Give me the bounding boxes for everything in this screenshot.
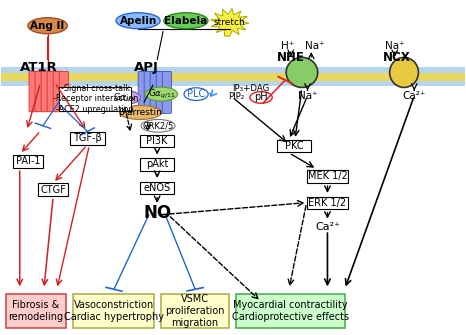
Ellipse shape <box>145 87 178 101</box>
Text: Fibrosis &
remodeling: Fibrosis & remodeling <box>8 300 63 322</box>
Text: CTGF: CTGF <box>41 185 66 195</box>
Text: APJ: APJ <box>133 61 158 74</box>
Text: VSMC
proliferation
migration: VSMC proliferation migration <box>165 294 225 328</box>
Text: H⁺: H⁺ <box>281 41 295 51</box>
FancyBboxPatch shape <box>47 71 56 112</box>
FancyBboxPatch shape <box>70 132 105 145</box>
Text: NCX: NCX <box>383 51 411 64</box>
Ellipse shape <box>28 18 67 34</box>
Text: Na⁺: Na⁺ <box>298 91 317 101</box>
FancyBboxPatch shape <box>1 67 466 73</box>
Text: eNOS: eNOS <box>144 183 171 193</box>
Text: PIP₂: PIP₂ <box>229 92 245 101</box>
FancyBboxPatch shape <box>53 71 62 112</box>
Ellipse shape <box>250 91 272 103</box>
Text: AT1R: AT1R <box>20 61 57 74</box>
FancyBboxPatch shape <box>1 73 466 81</box>
FancyBboxPatch shape <box>150 71 159 114</box>
Text: IP₃+DAG: IP₃+DAG <box>232 84 269 93</box>
FancyBboxPatch shape <box>35 71 44 112</box>
Text: G$\alpha_{i/9}$: G$\alpha_{i/9}$ <box>113 91 135 104</box>
FancyBboxPatch shape <box>156 71 165 114</box>
Text: Apelin: Apelin <box>119 16 157 26</box>
FancyBboxPatch shape <box>277 140 311 152</box>
Text: Elabela: Elabela <box>164 16 207 26</box>
Text: NO: NO <box>143 204 171 221</box>
FancyBboxPatch shape <box>1 81 466 86</box>
Text: -Signal cross-talk
-Receptor interaction
-ACE2 upregulation: -Signal cross-talk -Receptor interaction… <box>53 84 138 114</box>
Text: Ca²⁺: Ca²⁺ <box>315 222 340 232</box>
Ellipse shape <box>164 13 208 29</box>
Text: Myocardial contractility
Cardioprotective effects: Myocardial contractility Cardioprotectiv… <box>232 300 349 322</box>
Text: stretch: stretch <box>213 18 246 27</box>
Ellipse shape <box>184 88 208 100</box>
FancyBboxPatch shape <box>140 135 174 147</box>
FancyBboxPatch shape <box>6 294 66 328</box>
FancyBboxPatch shape <box>307 197 349 209</box>
FancyBboxPatch shape <box>73 294 154 328</box>
Polygon shape <box>210 8 249 37</box>
Ellipse shape <box>119 106 161 120</box>
Text: NHE: NHE <box>277 51 305 64</box>
FancyBboxPatch shape <box>13 155 43 168</box>
Text: Vasoconstriction
Cardiac hypertrophy: Vasoconstriction Cardiac hypertrophy <box>64 300 164 322</box>
Text: G$\alpha_{q/11}$: G$\alpha_{q/11}$ <box>148 87 175 100</box>
FancyBboxPatch shape <box>140 182 174 194</box>
Text: PI3K: PI3K <box>146 136 168 146</box>
Text: PKC: PKC <box>285 141 303 151</box>
FancyBboxPatch shape <box>38 183 69 196</box>
FancyBboxPatch shape <box>59 71 69 112</box>
Text: MEK 1/2: MEK 1/2 <box>308 171 347 181</box>
Text: ERK 1/2: ERK 1/2 <box>308 198 347 208</box>
Text: Na⁺: Na⁺ <box>305 41 324 51</box>
FancyBboxPatch shape <box>162 71 171 114</box>
Text: Ang II: Ang II <box>30 21 65 31</box>
Ellipse shape <box>108 90 140 105</box>
Text: Na⁺: Na⁺ <box>385 41 404 51</box>
Text: PLC: PLC <box>187 89 205 99</box>
FancyBboxPatch shape <box>307 170 349 183</box>
Text: pH: pH <box>254 92 268 103</box>
FancyBboxPatch shape <box>41 71 50 112</box>
Text: β-arrestin: β-arrestin <box>118 108 162 117</box>
FancyBboxPatch shape <box>144 71 153 114</box>
FancyBboxPatch shape <box>140 158 174 171</box>
Text: pAkt: pAkt <box>146 159 168 170</box>
Ellipse shape <box>286 57 318 87</box>
FancyBboxPatch shape <box>235 294 345 328</box>
Ellipse shape <box>141 120 175 132</box>
FancyBboxPatch shape <box>29 71 38 112</box>
Ellipse shape <box>116 13 160 29</box>
FancyBboxPatch shape <box>59 87 131 111</box>
Text: Ca²⁺: Ca²⁺ <box>403 91 426 101</box>
Text: TGF-β: TGF-β <box>73 133 102 143</box>
FancyBboxPatch shape <box>138 71 147 114</box>
Text: PAI-1: PAI-1 <box>15 156 40 166</box>
Ellipse shape <box>390 57 418 87</box>
FancyBboxPatch shape <box>161 294 229 328</box>
Text: GRK2/5: GRK2/5 <box>143 121 174 130</box>
